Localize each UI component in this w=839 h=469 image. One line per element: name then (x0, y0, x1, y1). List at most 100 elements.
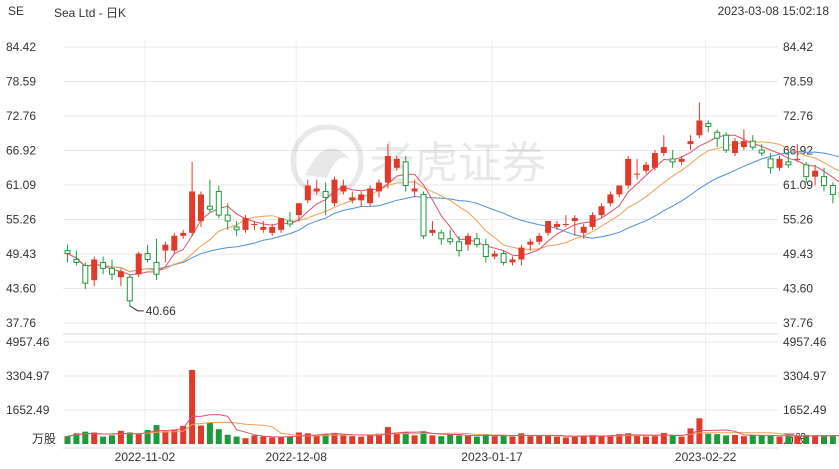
volume-bar (269, 437, 276, 444)
candle-body (171, 235, 178, 251)
volume-bar (438, 436, 445, 444)
volume-bar (411, 435, 418, 444)
date-tick: 2022-12-08 (266, 450, 328, 464)
volume-bar (117, 430, 124, 444)
volume-bar (723, 435, 730, 444)
candle-body (206, 205, 213, 210)
candle-body (215, 190, 222, 216)
candle-body (714, 131, 721, 139)
volume-bar (206, 422, 213, 444)
candle-body (64, 250, 71, 255)
candle-body (509, 259, 516, 263)
volume-bar (100, 436, 107, 444)
volume-bar (634, 435, 641, 444)
volume-ma10-line (67, 421, 839, 437)
price-tick-right: 72.76 (783, 109, 813, 123)
volume-bar (358, 436, 365, 444)
volume-bar (153, 425, 160, 444)
price-tick-left: 43.60 (6, 281, 36, 295)
ticker-symbol: SE (8, 4, 25, 18)
candle-body (251, 223, 258, 225)
price-tick-left: 49.43 (6, 247, 36, 261)
volume-bar (545, 435, 552, 444)
candle-body (340, 185, 347, 192)
volume-bar (518, 433, 525, 444)
price-tick-right: 49.43 (783, 247, 813, 261)
candle-body (562, 223, 569, 225)
candle-body (643, 164, 649, 171)
candle-body (180, 232, 187, 236)
volume-bar (580, 435, 587, 444)
candle-body (723, 134, 730, 151)
price-tick-left: 37.76 (6, 316, 36, 330)
candle-body (482, 244, 489, 258)
volume-bar (500, 435, 507, 444)
volume-bar (393, 432, 400, 444)
candle-body (491, 253, 498, 257)
candlesticks (64, 102, 839, 306)
volume-bar (304, 433, 311, 444)
candle-body (233, 226, 240, 231)
chart-title: Sea Ltd - 日K (54, 6, 127, 20)
candle-body (607, 194, 614, 204)
candle-body (616, 185, 623, 195)
candle-body (536, 235, 543, 242)
candle-body (812, 170, 819, 177)
candle-body (295, 203, 302, 216)
volume-bar (482, 434, 489, 444)
volume-bar (562, 437, 569, 444)
price-tick-left: 72.76 (6, 109, 36, 123)
price-tick-right: 84.42 (783, 40, 813, 54)
candle-body (829, 185, 836, 195)
volume-bar (349, 436, 356, 444)
candle-body (126, 276, 133, 302)
volume-unit-left: 万股 (32, 432, 56, 446)
candle-body (660, 147, 667, 153)
volume-bar (616, 434, 623, 444)
volume-bar (509, 436, 516, 444)
volume-bar (643, 436, 649, 444)
candle-body (82, 264, 89, 284)
volume-bar (714, 434, 721, 444)
candle-body (367, 188, 374, 204)
low-price-label: 40.66 (146, 304, 176, 318)
volume-bar (527, 436, 534, 444)
candle-body (153, 261, 160, 275)
volume-bar (491, 436, 498, 444)
volume-ma5-line (67, 414, 839, 438)
volume-bar (233, 436, 240, 444)
volume-tick-right: 4957.46 (783, 335, 827, 349)
volume-bar (135, 434, 142, 444)
candle-body (260, 226, 267, 230)
candle-body (803, 164, 810, 178)
candle-body (144, 253, 151, 260)
volume-bar (785, 436, 792, 444)
candle-body (287, 220, 293, 225)
annotations: 81.5240.66 (129, 304, 176, 318)
candle-body (518, 247, 525, 260)
volume-bar (732, 434, 738, 444)
candle-body (776, 158, 783, 168)
volume-bar (803, 434, 810, 444)
candle-body (767, 158, 774, 169)
volume-bar (144, 430, 151, 444)
volume-bar (625, 433, 632, 444)
volume-bar (287, 436, 293, 444)
candle-body (545, 221, 552, 233)
candle-body (376, 182, 382, 192)
candle-body (358, 194, 365, 201)
candle-body (732, 141, 738, 153)
watermark: 老虎证券 (290, 124, 546, 198)
candle-body (447, 238, 454, 243)
candle-body (349, 197, 356, 201)
volume-bar (260, 436, 267, 444)
candle-body (198, 194, 204, 222)
candle-body (651, 152, 658, 168)
volume-tick-left: 3304.97 (6, 369, 50, 383)
candle-body (269, 226, 276, 233)
volume-bar (473, 436, 480, 444)
volume-bar (367, 434, 374, 444)
volume-bar (607, 435, 614, 444)
candle-body (598, 206, 605, 216)
candle-body (589, 215, 596, 227)
